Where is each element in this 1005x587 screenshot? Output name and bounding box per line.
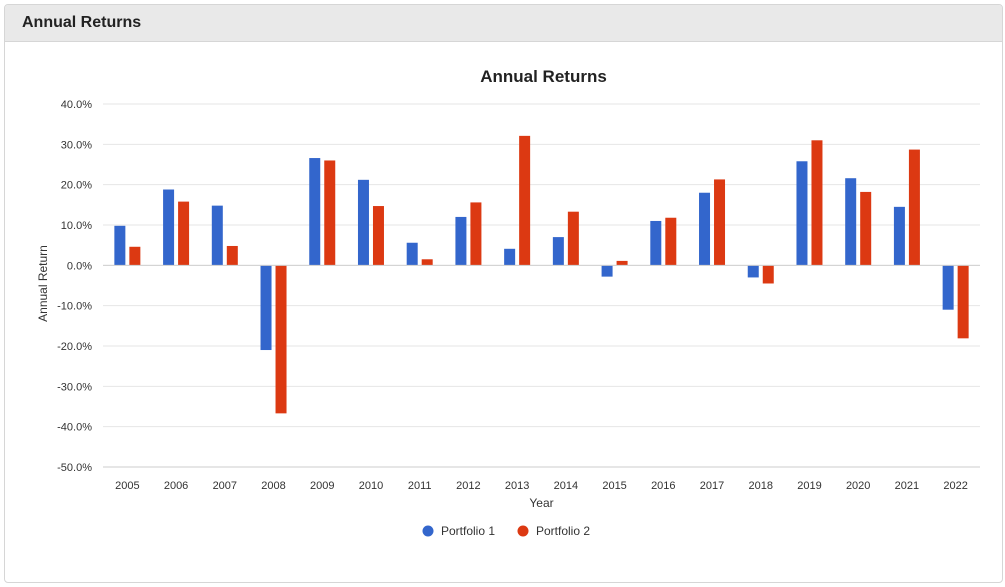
y-tick-label: -40.0% <box>57 422 92 434</box>
bar-portfolio-2 <box>811 140 823 266</box>
y-tick-label: 10.0% <box>61 220 92 232</box>
bar-portfolio-2 <box>616 260 628 266</box>
x-tick-label: 2005 <box>115 480 139 492</box>
panel-title: Annual Returns <box>22 14 142 31</box>
bar-portfolio-1 <box>845 178 857 266</box>
bar-portfolio-1 <box>650 220 662 266</box>
bar-portfolio-1 <box>747 265 759 278</box>
bar-portfolio-2 <box>665 217 677 266</box>
bar-portfolio-1 <box>796 161 808 266</box>
bar-portfolio-2 <box>860 191 872 266</box>
y-tick-label: 30.0% <box>61 139 92 151</box>
bar-portfolio-1 <box>260 265 272 351</box>
x-tick-label: 2010 <box>359 480 383 492</box>
bar-portfolio-1 <box>601 265 613 277</box>
bar-portfolio-1 <box>357 179 369 266</box>
y-tick-label: 20.0% <box>61 180 92 192</box>
x-tick-label: 2007 <box>213 480 237 492</box>
bar-portfolio-2 <box>519 135 531 266</box>
bar-portfolio-2 <box>957 265 969 339</box>
bar-portfolio-1 <box>455 216 467 266</box>
x-tick-label: 2017 <box>700 480 724 492</box>
bar-portfolio-1 <box>163 189 175 266</box>
x-tick-label: 2020 <box>846 480 870 492</box>
bar-portfolio-1 <box>893 206 905 266</box>
bar-portfolio-1 <box>699 192 711 266</box>
y-axis-label: Annual Return <box>36 245 50 322</box>
x-tick-label: 2018 <box>749 480 773 492</box>
bar-portfolio-1 <box>552 237 564 266</box>
bar-portfolio-2 <box>275 265 287 414</box>
annual-returns-chart: Annual Returns 40.0% 30.0% 20.0% 10.0% 0.0% -1… <box>36 67 980 538</box>
x-axis-label: Year <box>529 496 553 510</box>
bar-portfolio-2 <box>178 201 190 266</box>
x-tick-label: 2014 <box>554 480 578 492</box>
y-tick-label: 0.0% <box>67 260 92 272</box>
bar-portfolio-1 <box>504 248 516 266</box>
x-tick-label: 2013 <box>505 480 529 492</box>
bar-portfolio-1 <box>211 205 223 266</box>
x-tick-label: 2019 <box>797 480 821 492</box>
x-tick-label: 2015 <box>602 480 626 492</box>
bar-portfolio-2 <box>226 245 238 266</box>
y-tick-label: -50.0% <box>57 462 92 474</box>
panel-header: Annual Returns <box>5 5 1002 42</box>
bar-portfolio-2 <box>470 202 482 266</box>
bar-portfolio-2 <box>714 179 726 266</box>
x-tick-label: 2006 <box>164 480 188 492</box>
legend-label-portfolio-1: Portfolio 1 <box>441 524 495 538</box>
bar-portfolio-1 <box>114 225 126 266</box>
bar-portfolio-2 <box>762 265 774 284</box>
bar-portfolio-2 <box>421 259 433 266</box>
bar-portfolio-2 <box>324 160 336 266</box>
x-tick-label: 2022 <box>943 480 967 492</box>
x-tick-label: 2016 <box>651 480 675 492</box>
bar-portfolio-2 <box>567 211 579 266</box>
x-tick-label: 2012 <box>456 480 480 492</box>
legend-marker-portfolio-2 <box>517 525 529 537</box>
y-tick-label: -10.0% <box>57 301 92 313</box>
x-tick-label: 2008 <box>261 480 285 492</box>
chart-title: Annual Returns <box>480 67 607 86</box>
y-tick-label: -20.0% <box>57 341 92 353</box>
legend-marker-portfolio-1 <box>422 525 434 537</box>
x-tick-label: 2009 <box>310 480 334 492</box>
legend-label-portfolio-2: Portfolio 2 <box>536 524 590 538</box>
bar-portfolio-1 <box>942 265 954 310</box>
y-tick-label: -30.0% <box>57 381 92 393</box>
x-tick-label: 2011 <box>408 480 432 492</box>
bar-portfolio-2 <box>372 206 384 266</box>
bar-portfolio-1 <box>406 242 418 266</box>
bar-portfolio-2 <box>129 246 141 266</box>
y-tick-label: 40.0% <box>61 99 92 111</box>
bar-portfolio-2 <box>908 149 920 266</box>
annual-returns-panel: Annual Returns Annual Returns 40.0% 30.0% 2… <box>4 4 1003 583</box>
x-tick-label: 2021 <box>895 480 919 492</box>
bar-portfolio-1 <box>309 158 321 266</box>
